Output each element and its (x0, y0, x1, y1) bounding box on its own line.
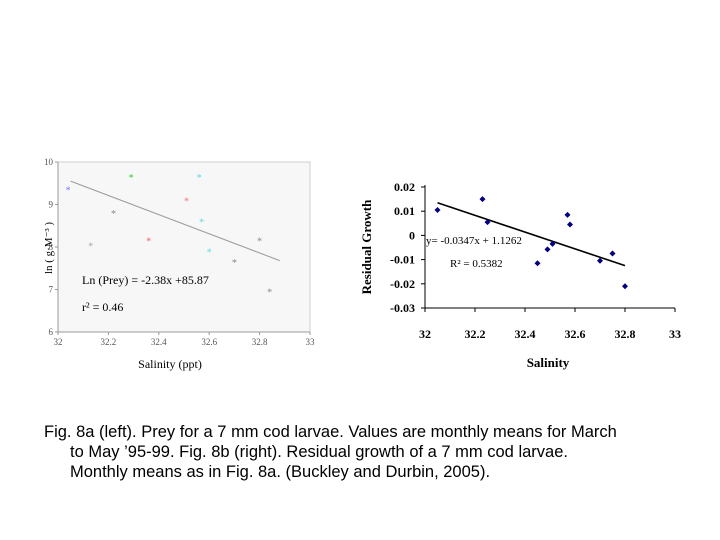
y-tick-label: 6 (49, 327, 54, 337)
y-axis-label: Residual Growth (359, 199, 374, 295)
y-axis-label: ln ( g·M⁻³ ) (43, 222, 55, 275)
data-point (567, 221, 573, 228)
data-point: * (232, 258, 237, 269)
regression-equation: Ln (Prey) = -2.38x +85.87 (82, 273, 209, 287)
data-point: * (129, 173, 134, 184)
data-point (597, 257, 603, 264)
x-tick-label: 32.8 (252, 337, 268, 347)
y-tick-label: 8 (49, 242, 54, 252)
y-tick-label: 9 (49, 200, 54, 210)
data-point: * (207, 247, 212, 258)
x-tick-label: 33 (306, 337, 316, 347)
figure-caption: Fig. 8a (left). Prey for a 7 mm cod larv… (44, 422, 694, 482)
caption-line: to May ’95-99. Fig. 8b (right). Residual… (70, 443, 568, 461)
trend-line (437, 201, 626, 267)
x-tick-label: 33 (669, 327, 681, 341)
data-point (534, 260, 541, 267)
data-point (622, 283, 628, 290)
y-tick-label: 7 (49, 285, 54, 295)
trend-line (70, 180, 280, 262)
x-tick-label: 32 (54, 337, 63, 347)
x-tick-label: 32.4 (515, 327, 536, 341)
y-tick-label: 0.01 (394, 204, 415, 218)
y-tick-label: 0 (409, 228, 415, 242)
x-tick-label: 32.4 (151, 337, 167, 347)
y-tick-label: -0.01 (390, 253, 415, 267)
residual-growth-chart: 0.02 0.01 0 -0.01 -0.02 -0.03 32 32.2 32.4 32.6 3… (359, 180, 681, 370)
data-point: * (184, 196, 189, 207)
data-point (479, 196, 486, 203)
data-point (564, 211, 571, 218)
plot-area (57, 161, 311, 333)
x-tick-label: 32.6 (201, 337, 217, 347)
y-tick-label: 10 (44, 157, 54, 167)
data-point (484, 219, 491, 226)
y-tick-label: 0.02 (394, 180, 415, 194)
r-squared: R² = 0.5382 (450, 258, 503, 270)
data-point: * (88, 242, 93, 253)
data-point (609, 250, 616, 257)
x-tick-label: 32.2 (465, 327, 486, 341)
x-axis-label: Salinity (ppt) (138, 357, 202, 371)
data-point (434, 206, 441, 213)
r-squared: r² = 0.46 (82, 300, 123, 314)
data-point (549, 240, 556, 247)
data-point: * (197, 173, 202, 184)
regression-equation: y= -0.0347x + 1.1262 (426, 235, 522, 247)
caption-line: Fig. 8a (left). Prey for a 7 mm cod larv… (44, 423, 617, 441)
prey-salinity-chart: 6 7 8 9 10 32 32.2 32.4 32.6 32.8 33 * * * * * * * * * * * *… (43, 157, 316, 371)
x-tick-label: 32.8 (615, 327, 636, 341)
x-tick-label: 32.2 (101, 337, 117, 347)
data-point: * (111, 209, 116, 220)
caption-line: Monthly means as in Fig. 8a. (Buckley an… (70, 463, 491, 481)
x-tick-label: 32 (419, 327, 431, 341)
y-tick-label: -0.03 (390, 301, 415, 315)
x-tick-label: 32.6 (565, 327, 586, 341)
y-tick-label: -0.02 (390, 277, 415, 291)
data-point (544, 246, 551, 253)
data-point: * (146, 237, 151, 248)
x-axis-label: Salinity (527, 355, 570, 370)
data-point: * (267, 288, 272, 299)
data-point: * (66, 186, 71, 197)
data-point: * (257, 237, 262, 248)
data-point: * (199, 218, 204, 229)
